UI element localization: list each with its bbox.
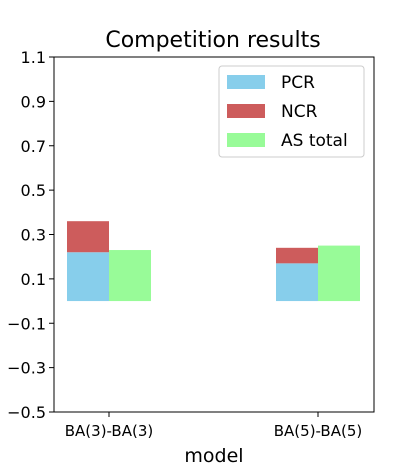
bar-pcr-1 <box>276 263 318 302</box>
y-tick-label: 0.7 <box>21 137 46 156</box>
y-tick-label: −0.3 <box>7 359 46 378</box>
x-axis: BA(3)-BA(3) BA(5)-BA(5) <box>65 412 362 440</box>
bar-ncr-1 <box>276 247 318 264</box>
y-tick-label: 0.5 <box>21 181 46 200</box>
legend-swatch <box>227 75 265 89</box>
bar-ncr-0 <box>67 221 109 253</box>
legend-swatch <box>227 104 265 118</box>
y-tick-label: 0.1 <box>21 270 46 289</box>
bars-group <box>67 221 360 302</box>
y-tick-label: 0.9 <box>21 92 46 111</box>
y-tick-label: −0.1 <box>7 314 46 333</box>
legend-label: AS total <box>281 131 348 151</box>
plot-frame <box>53 56 375 413</box>
legend-swatch <box>227 133 265 147</box>
bar-as-total-0 <box>109 250 151 302</box>
legend: PCR NCR AS total <box>218 65 365 158</box>
y-axis: −0.5 −0.3 −0.1 0.1 0.3 0.5 0.7 0.9 1.1 <box>7 48 54 422</box>
bar-pcr-0 <box>67 252 109 302</box>
legend-label: PCR <box>281 73 315 93</box>
x-axis-title: model <box>184 445 243 463</box>
y-tick-label: 0.3 <box>21 226 46 245</box>
y-tick-label: −0.5 <box>7 403 46 422</box>
y-tick-label: 1.1 <box>21 48 46 67</box>
x-tick-label: BA(5)-BA(5) <box>274 422 362 440</box>
legend-label: NCR <box>281 102 318 122</box>
x-tick-label: BA(3)-BA(3) <box>65 422 153 440</box>
chart-title: Competition results <box>105 28 320 53</box>
bar-as-total-1 <box>318 245 360 302</box>
